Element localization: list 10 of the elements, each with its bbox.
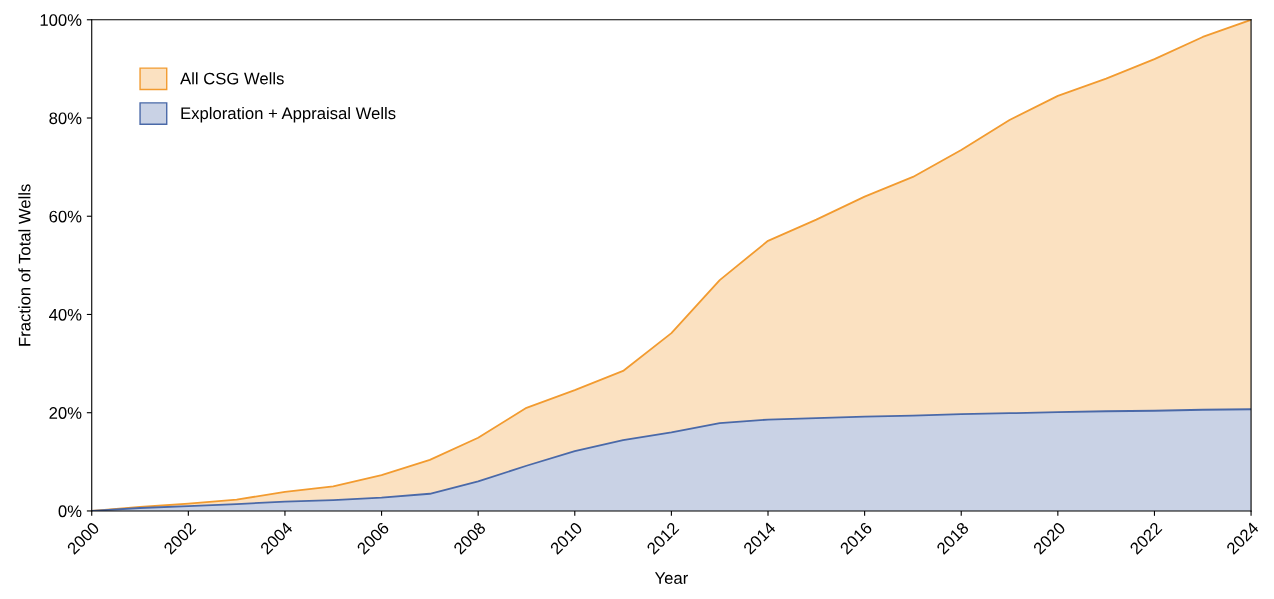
y-tick-label: 100% <box>40 14 82 26</box>
y-tick-label: 40% <box>49 308 82 321</box>
legend-label: Exploration + Appraisal Wells <box>181 106 396 123</box>
y-axis-title: Fraction of Total Wells <box>18 184 31 346</box>
legend-label: All CSG Wells <box>180 72 284 85</box>
x-axis-title: Year <box>654 572 688 584</box>
y-tick-label: 0% <box>58 505 82 518</box>
y-tick-label: 60% <box>49 210 82 223</box>
y-tick-label: 20% <box>49 407 82 419</box>
y-tick-label: 80% <box>49 112 82 125</box>
